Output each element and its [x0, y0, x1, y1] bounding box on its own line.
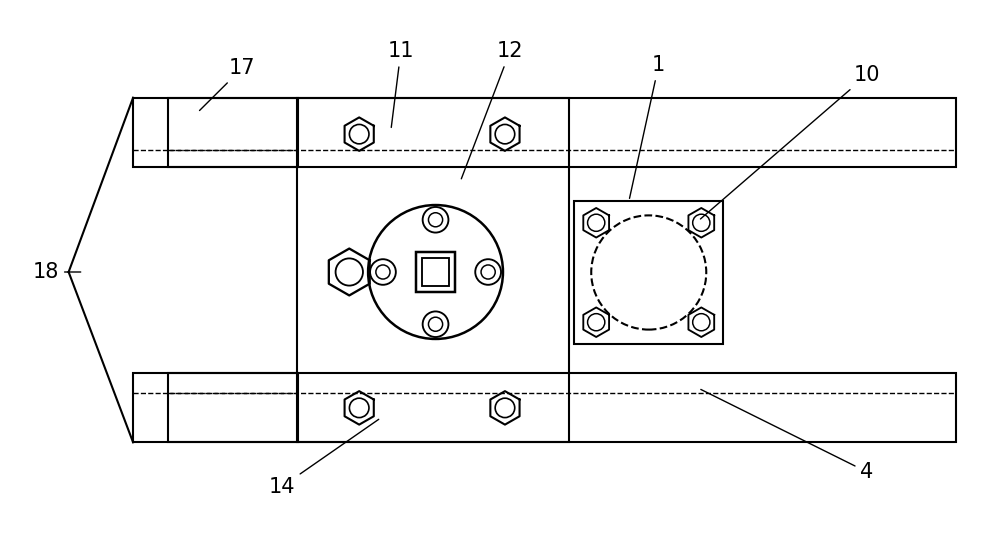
Text: 12: 12	[461, 41, 523, 179]
Bar	[297, 98, 569, 442]
Bar	[574, 201, 723, 344]
Bar	[168, 98, 956, 166]
Text: 4: 4	[701, 390, 874, 482]
Text: 14: 14	[269, 419, 379, 497]
Text: 10: 10	[700, 65, 880, 219]
Bar	[422, 258, 449, 286]
Text: 18: 18	[33, 262, 81, 282]
Text: 1: 1	[630, 55, 665, 199]
Text: 11: 11	[388, 41, 414, 127]
Bar	[416, 252, 455, 292]
Text: 17: 17	[200, 58, 255, 110]
Bar	[133, 98, 298, 166]
Bar	[133, 373, 298, 442]
Bar	[168, 373, 956, 442]
